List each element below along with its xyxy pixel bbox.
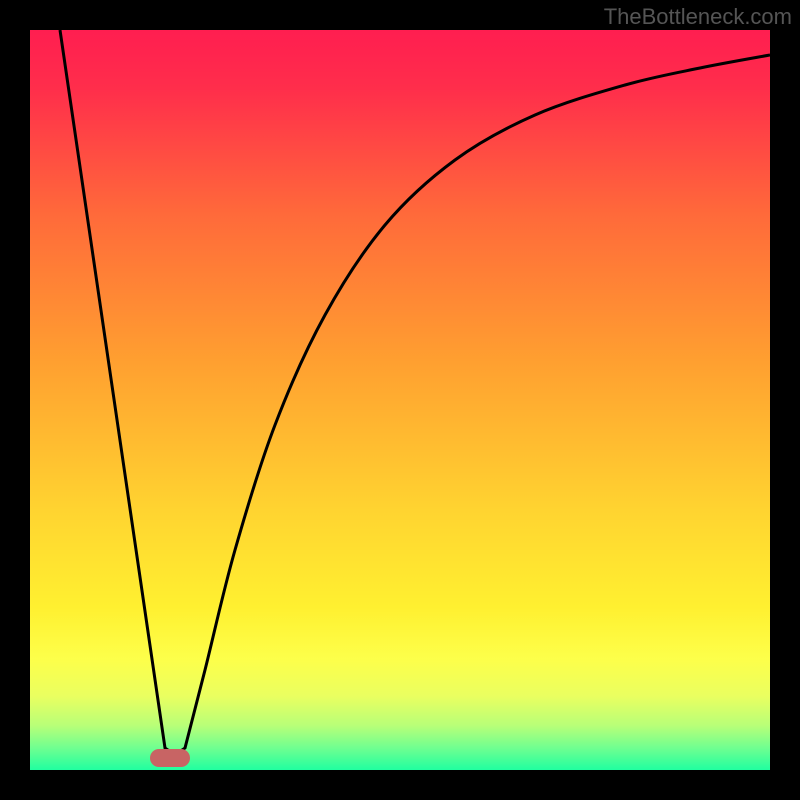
chart-line (30, 30, 770, 770)
bottleneck-marker (150, 749, 190, 767)
v-curve-path (60, 30, 770, 752)
chart-plot-area (30, 30, 770, 770)
chart-outer-frame: TheBottleneck.com (0, 0, 800, 800)
watermark-text: TheBottleneck.com (604, 4, 792, 30)
